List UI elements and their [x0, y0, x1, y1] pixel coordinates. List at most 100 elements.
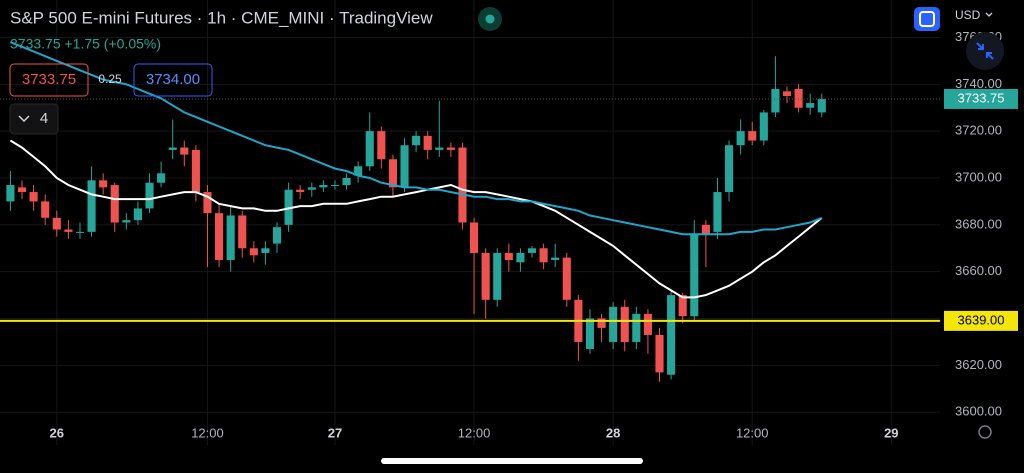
fullscreen-button[interactable]: [914, 7, 940, 31]
labels: 3600.003620.003640.003660.003680.003700.…: [50, 29, 1018, 440]
sell-button[interactable]: [9, 63, 89, 97]
scale-icon: [976, 42, 994, 60]
candle-body: [388, 159, 397, 188]
x-tick-label: 12:00: [191, 425, 224, 440]
y-tick-label: 3740.00: [955, 76, 1002, 91]
candle-body: [226, 215, 235, 260]
candle-body: [284, 189, 293, 225]
candle-body: [516, 252, 525, 263]
settings-icon[interactable]: [978, 425, 992, 439]
candle-body: [87, 180, 96, 232]
candle-body: [481, 252, 490, 300]
quote: 3733.75 +1.75 (+0.05%): [10, 36, 161, 52]
candle-body: [806, 103, 815, 108]
level-label: 3639.00: [958, 312, 1005, 327]
candle-body: [539, 248, 548, 263]
x-tick-label: 27: [328, 425, 342, 440]
candle-body: [597, 318, 606, 328]
candle-body: [527, 248, 537, 253]
candle-body: [446, 147, 455, 150]
candle-body: [551, 257, 560, 260]
candle-body: [238, 215, 247, 249]
candle-body: [180, 147, 189, 155]
candle-body: [17, 187, 27, 193]
candle-body: [122, 220, 131, 223]
spread: 0.25: [98, 72, 122, 86]
candle-body: [562, 257, 571, 300]
candle-body: [817, 98, 826, 113]
candle-body: [52, 217, 61, 230]
candle-body: [342, 178, 351, 186]
candle-body: [724, 145, 734, 193]
y-tick-label: 3620.00: [955, 357, 1002, 372]
candle-body: [145, 182, 154, 209]
candle-body: [458, 147, 467, 223]
x-tick-label: 12:00: [736, 425, 769, 440]
candle-body: [736, 131, 745, 146]
y-tick-label: 3600.00: [955, 404, 1002, 419]
candle-body: [307, 187, 316, 190]
candle-body: [272, 227, 282, 244]
last-price-label: 3733.75: [958, 90, 1005, 105]
candle-body: [29, 192, 38, 202]
last-price-bg: [944, 88, 1018, 109]
candle-body: [412, 135, 421, 146]
candle-body: [771, 89, 780, 113]
sell-price[interactable]: 3733.75: [22, 71, 76, 88]
candle-body: [261, 248, 270, 253]
candle-body: [377, 131, 386, 160]
x-tick-label: 28: [606, 425, 620, 440]
header-title: S&P 500 E-mini Futures · 1h · CME_MINI ·…: [10, 8, 433, 27]
candle-body: [470, 222, 479, 253]
y-tick-label: 3700.00: [955, 169, 1002, 184]
candle-body: [493, 252, 502, 300]
candle-body: [400, 145, 409, 188]
candle-body: [632, 313, 641, 342]
candle-body: [215, 213, 224, 260]
candle-body: [75, 231, 85, 233]
candle-body: [249, 248, 258, 256]
candle-body: [655, 334, 664, 373]
moving-average: [9, 139, 823, 299]
candle-body: [41, 201, 50, 218]
candle-body: [319, 185, 328, 188]
indicator-count[interactable]: 4: [40, 110, 48, 127]
candle-body: [759, 112, 768, 141]
marks: [0, 41, 940, 382]
candle-body: [643, 313, 652, 335]
buy-price[interactable]: 3734.00: [146, 71, 200, 88]
candle-body: [678, 295, 687, 317]
fullscreen-icon: [919, 11, 935, 27]
candle-body: [748, 131, 757, 141]
candle-body: [6, 185, 15, 202]
candle-body: [423, 135, 432, 150]
x-tick-label: 29: [884, 425, 898, 440]
candle-body: [690, 234, 699, 317]
currency[interactable]: USD: [955, 8, 981, 22]
candle-body: [701, 224, 710, 235]
currency-chevron: [985, 12, 993, 17]
buy-button[interactable]: [133, 63, 213, 97]
candle-body: [782, 91, 792, 97]
y-tick-label: 3720.00: [955, 123, 1002, 138]
candle-body: [435, 147, 444, 150]
candle-body: [168, 147, 177, 150]
candle-body: [296, 189, 305, 193]
scale-button[interactable]: [966, 32, 1004, 70]
x-tick-label: 26: [50, 425, 64, 440]
candle-body: [667, 295, 676, 375]
candle-body: [504, 252, 513, 260]
x-tick-label: 12:00: [458, 425, 491, 440]
candle-body: [794, 89, 803, 108]
moving-average: [10, 41, 823, 236]
candle-body: [609, 306, 618, 342]
candle-body: [191, 149, 200, 193]
candle-body: [585, 318, 595, 349]
status-dot: [485, 14, 495, 24]
candle-body: [620, 306, 629, 342]
candle-body: [110, 185, 119, 223]
candle-body: [330, 185, 340, 187]
home-indicator: [381, 458, 643, 464]
indicators-button[interactable]: [9, 103, 59, 135]
